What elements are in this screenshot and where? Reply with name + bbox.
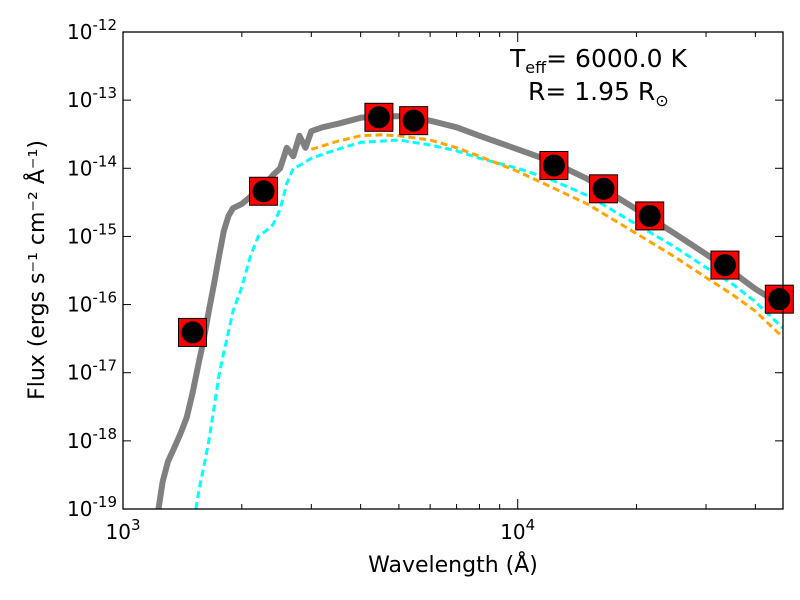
photometry-dot [252,180,275,203]
photometry-dot [592,177,615,200]
series-stellar-component [194,138,783,509]
y-tick-label: 10-15 [67,220,117,248]
photometry-dot [768,288,791,311]
photometry-point-1 [178,317,208,347]
y-tick-label: 10-18 [67,425,117,453]
y-tick-label: 10-12 [67,16,117,44]
x-tick-label: 104 [500,516,535,544]
photometry-point-3 [364,102,394,132]
photometry-layer [178,102,794,347]
y-tick-label: 10-14 [67,152,117,180]
photometry-point-8 [710,250,740,280]
photometry-dot [402,109,425,132]
photometry-dot [713,254,736,277]
plot-background [123,32,783,509]
x-axis-label: Wavelength (Å) [368,551,538,578]
series-secondary-component [310,133,783,339]
y-tick-label: 10-19 [67,493,117,521]
teff-annotation: Teff= 6000.0 K [509,44,687,77]
photometry-point-2 [249,176,279,206]
photometry-dot [542,154,565,177]
y-tick-label: 10-13 [67,84,117,112]
photometry-point-6 [589,174,619,204]
photometry-point-9 [764,284,794,314]
x-tick-label: 103 [106,516,141,544]
photometry-dot [367,106,390,129]
photometry-point-4 [399,106,429,136]
y-tick-label: 10-17 [67,357,117,385]
y-tick-label: 10-16 [67,289,117,317]
radius-annotation: R= 1.95 R⊙ [528,77,669,110]
y-axis-label: Flux (ergs s⁻¹ cm⁻² Å⁻¹) [23,140,50,400]
photometry-point-7 [635,201,665,231]
photometry-point-5 [539,150,569,180]
photometry-dot [181,321,204,344]
plot-frame [122,31,784,510]
photometry-dot [638,204,661,227]
tick-label-layer: 10-19 10-18 10-17 10-16 10-15 10-14 10-13 10-12… [67,16,535,544]
